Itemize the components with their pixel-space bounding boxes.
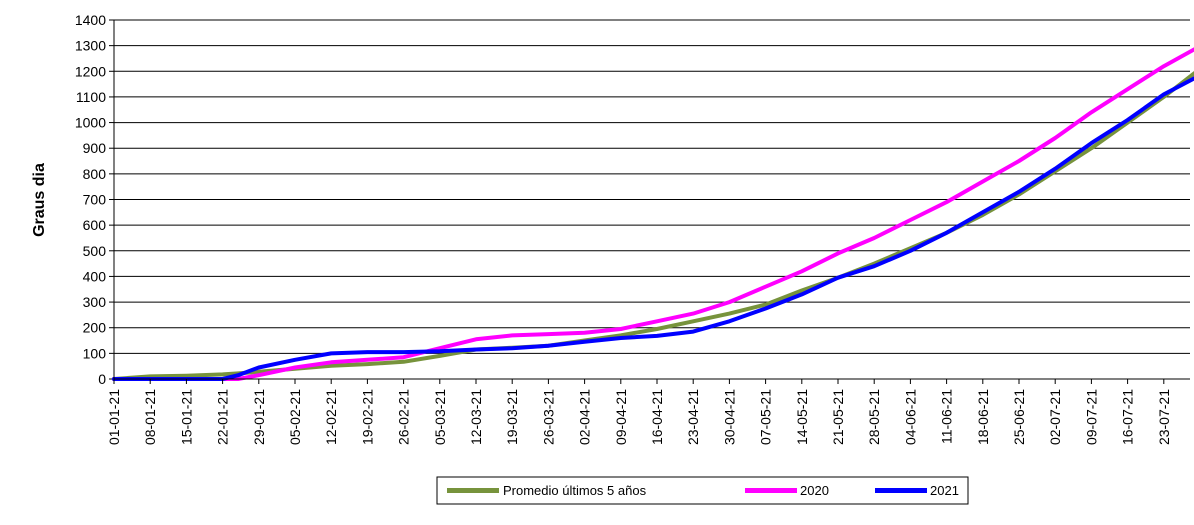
series-line-0 <box>112 71 1194 381</box>
y-tick-label: 700 <box>83 192 107 208</box>
x-tick-labels: 01-01-21 08-01-21 15-01-21 22-01-21 29-01-21… <box>106 389 1172 445</box>
x-tick-label: 09-07-21 <box>1083 389 1099 445</box>
x-tick-label: 07-05-21 <box>758 389 774 445</box>
y-tick-label: 1000 <box>75 115 106 131</box>
y-tick-label: 1400 <box>75 12 106 28</box>
series-line-2 <box>112 76 1194 381</box>
axes <box>113 20 1190 384</box>
x-tick-label: 16-07-21 <box>1120 389 1136 445</box>
legend-label-1: 2020 <box>800 483 829 498</box>
x-tick-label: 18-06-21 <box>975 389 991 445</box>
x-tick-label: 08-01-21 <box>142 389 158 445</box>
x-tick-label: 12-03-21 <box>468 389 484 445</box>
y-tick-label: 800 <box>83 166 107 182</box>
y-tick-label: 400 <box>83 268 107 284</box>
x-tick-label: 26-02-21 <box>396 389 412 445</box>
x-tick-label: 26-03-21 <box>540 389 556 445</box>
x-tick-label: 09-04-21 <box>613 389 629 445</box>
x-tick-label: 15-01-21 <box>178 389 194 445</box>
x-tick-label: 23-04-21 <box>685 389 701 445</box>
y-tick-label: 600 <box>83 217 107 233</box>
y-tick-label: 100 <box>83 345 107 361</box>
y-tick-label: 0 <box>98 371 106 387</box>
y-tick-label: 300 <box>83 294 107 310</box>
x-tick-label: 01-01-21 <box>106 389 122 445</box>
x-tick-label: 23-07-21 <box>1156 389 1172 445</box>
x-tick-label: 19-02-21 <box>359 389 375 445</box>
y-tick-label: 900 <box>83 140 107 156</box>
x-tick-label: 02-04-21 <box>577 389 593 445</box>
grid-lines <box>109 19 1190 380</box>
y-tick-label: 200 <box>83 320 107 336</box>
y-tick-label: 500 <box>83 243 107 259</box>
x-tick-label: 22-01-21 <box>215 389 231 445</box>
x-tick-label: 05-02-21 <box>287 389 303 445</box>
x-tick-label: 11-06-21 <box>939 389 955 444</box>
x-tick-label: 21-05-21 <box>830 389 846 445</box>
x-tick-label: 05-03-21 <box>432 389 448 445</box>
legend-label-2: 2021 <box>930 483 959 498</box>
x-tick-label: 12-02-21 <box>323 389 339 445</box>
y-tick-label: 1100 <box>76 89 106 105</box>
legend-label-0: Promedio últimos 5 años <box>503 483 647 498</box>
legend: Promedio últimos 5 años 2020 2021 <box>436 476 969 505</box>
series-lines <box>112 47 1194 381</box>
x-tick-label: 30-04-21 <box>721 389 737 445</box>
x-tick-label: 16-04-21 <box>649 389 665 445</box>
x-tick-label: 14-05-21 <box>794 389 810 445</box>
x-tick-label: 25-06-21 <box>1011 389 1027 445</box>
x-tick-label: 19-03-21 <box>504 389 520 445</box>
x-tick-label: 04-06-21 <box>902 389 918 445</box>
y-tick-label: 1300 <box>75 38 106 54</box>
x-tick-label: 29-01-21 <box>251 389 267 445</box>
y-tick-label: 1200 <box>75 63 106 79</box>
y-axis-label: Graus dia <box>31 163 48 237</box>
x-tick-label: 02-07-21 <box>1047 389 1063 445</box>
series-line-1 <box>112 47 1194 381</box>
y-tick-labels: 0 100 200 300 400 500 600 700 800 900 1000 1100 1200… <box>75 12 106 387</box>
x-tick-label: 28-05-21 <box>866 389 882 445</box>
